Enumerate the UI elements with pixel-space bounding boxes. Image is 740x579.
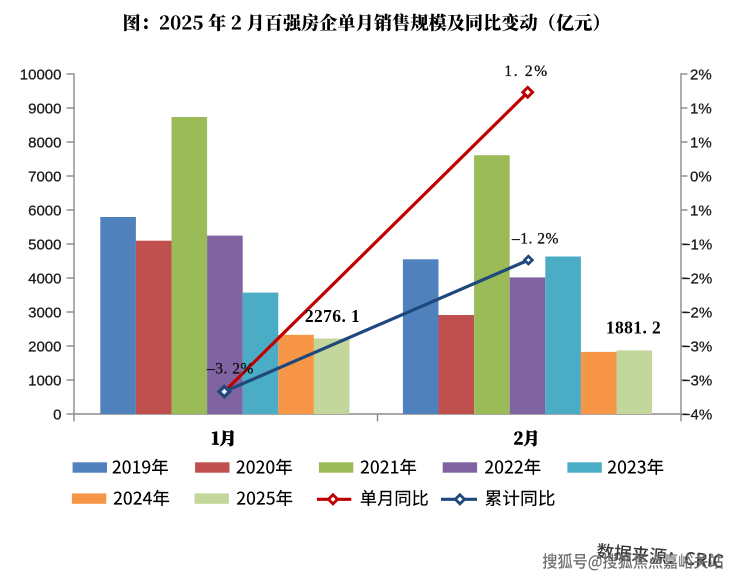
svg-text:2276. 1: 2276. 1 [305, 306, 360, 326]
svg-text:6000: 6000 [28, 202, 61, 219]
svg-text:1%: 1% [690, 202, 712, 219]
svg-text:–3. 2%: –3. 2% [206, 361, 254, 378]
svg-text:−3%: −3% [682, 372, 712, 389]
svg-text:1%: 1% [690, 100, 712, 117]
svg-text:7000: 7000 [28, 168, 61, 185]
svg-text:2%: 2% [690, 66, 712, 83]
svg-text:–1. 2%: –1. 2% [511, 231, 559, 248]
svg-text:5000: 5000 [28, 236, 61, 253]
svg-text:1000: 1000 [28, 372, 61, 389]
svg-text:−3%: −3% [682, 338, 712, 355]
svg-text:−4%: −4% [682, 406, 712, 423]
svg-text:−1%: −1% [682, 236, 712, 253]
svg-text:0%: 0% [690, 168, 712, 185]
svg-text:1881. 2: 1881. 2 [606, 318, 661, 338]
svg-text:9000: 9000 [28, 100, 61, 117]
svg-text:10000: 10000 [20, 66, 62, 83]
svg-text:4000: 4000 [28, 270, 61, 287]
svg-text:1%: 1% [690, 134, 712, 151]
svg-text:2000: 2000 [28, 338, 61, 355]
svg-text:3000: 3000 [28, 304, 61, 321]
svg-text:0: 0 [53, 406, 61, 423]
svg-text:1. 2%: 1. 2% [504, 63, 549, 80]
svg-text:−2%: −2% [682, 304, 712, 321]
svg-text:8000: 8000 [28, 134, 61, 151]
svg-text:−2%: −2% [682, 270, 712, 287]
